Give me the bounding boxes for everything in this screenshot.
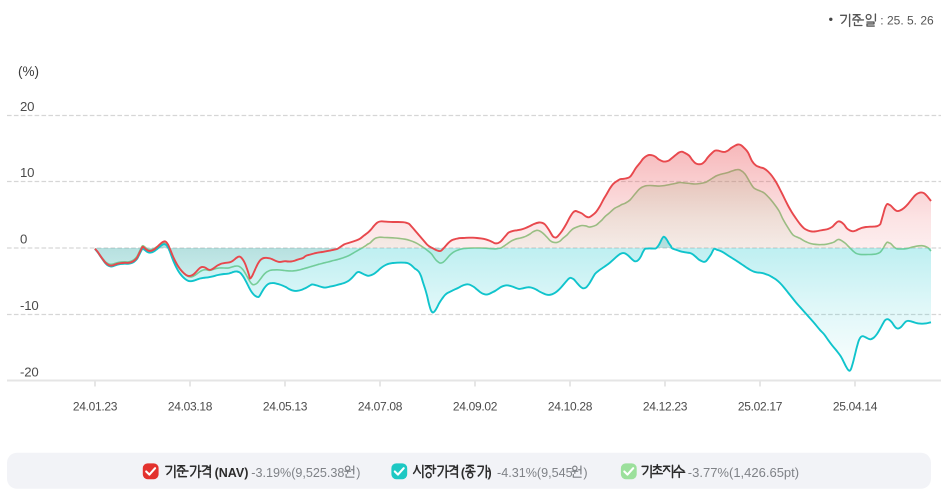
svg-text:10: 10 <box>20 165 34 180</box>
svg-text:24.05.13: 24.05.13 <box>263 400 308 414</box>
svg-text:): ) <box>488 466 492 480</box>
svg-text:): ) <box>583 466 587 480</box>
svg-text:20: 20 <box>20 99 34 114</box>
svg-text:): ) <box>356 466 360 480</box>
svg-text:-3.19%(9,525.38: -3.19%(9,525.38 <box>251 466 344 480</box>
svg-text:-20: -20 <box>20 365 38 380</box>
svg-text:-4.31%(9,545: -4.31%(9,545 <box>497 466 573 480</box>
svg-text:24.03.18: 24.03.18 <box>168 400 213 414</box>
svg-text:24.10.28: 24.10.28 <box>548 400 593 414</box>
svg-text:-3.77%(1,426.65pt): -3.77%(1,426.65pt) <box>688 465 799 480</box>
svg-text:25.04.14: 25.04.14 <box>833 400 878 414</box>
svg-text:(NAV): (NAV) <box>215 466 249 480</box>
svg-text:24.09.02: 24.09.02 <box>453 400 498 414</box>
svg-text:-10: -10 <box>20 298 38 313</box>
svg-text:(%): (%) <box>18 64 39 79</box>
svg-text:(: ( <box>461 466 466 480</box>
svg-text:: 25. 5. 26: : 25. 5. 26 <box>880 14 934 28</box>
svg-text:0: 0 <box>20 232 27 247</box>
svg-text:24.12.23: 24.12.23 <box>643 400 688 414</box>
svg-text:25.02.17: 25.02.17 <box>738 400 783 414</box>
svg-text:24.01.23: 24.01.23 <box>73 400 118 414</box>
svg-text:24.07.08: 24.07.08 <box>358 400 403 414</box>
